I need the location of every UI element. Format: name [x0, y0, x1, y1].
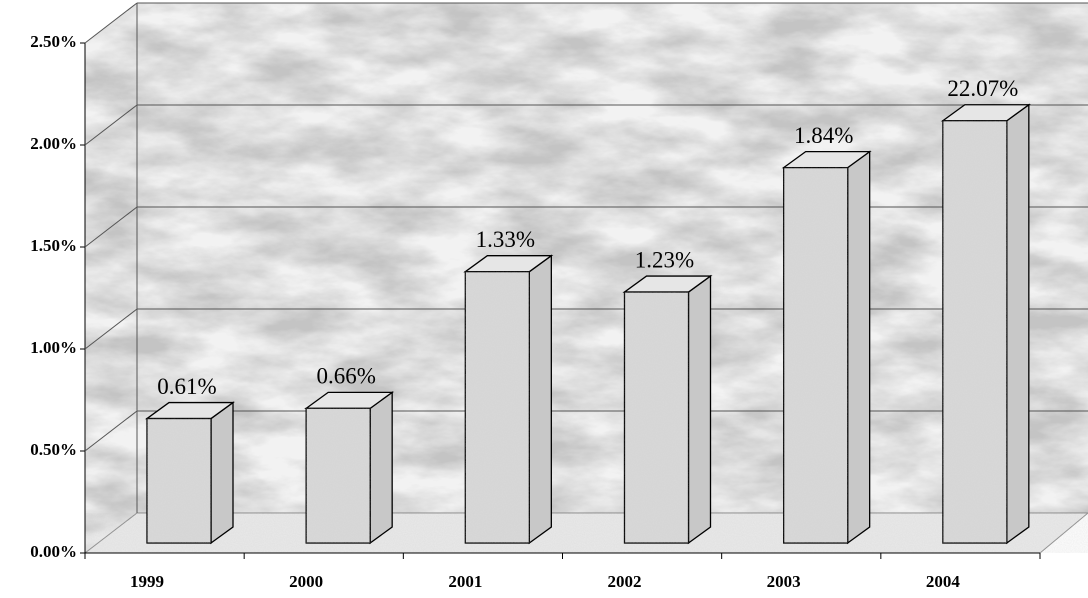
value-label: 1.23% — [635, 247, 694, 272]
value-label: 0.61% — [157, 374, 216, 399]
y-tick-label: 0.50% — [30, 440, 77, 459]
grid-line — [84, 410, 138, 452]
x-tick-label: 2002 — [608, 572, 642, 591]
value-label: 0.66% — [316, 364, 375, 389]
y-tick-label: 1.00% — [30, 338, 77, 357]
value-label: 22.07% — [947, 76, 1018, 101]
value-label: 1.33% — [476, 227, 535, 252]
y-tick-label: 2.50% — [30, 32, 77, 51]
grid-line — [84, 206, 138, 248]
y-tick-label: 0.00% — [30, 542, 77, 561]
bar-side — [847, 150, 871, 545]
value-label: 1.84% — [794, 123, 853, 148]
grid-line — [84, 2, 138, 44]
x-tick-label: 2001 — [448, 572, 482, 591]
x-tick-label: 1999 — [130, 572, 164, 591]
bar-side — [528, 254, 552, 545]
bar-texture — [306, 408, 371, 543]
grid-line — [84, 308, 138, 350]
bar-side — [687, 274, 712, 545]
bar-side — [1006, 103, 1030, 545]
x-tick-label: 2003 — [767, 572, 801, 591]
grid-line — [84, 104, 138, 146]
bar-texture — [147, 418, 211, 543]
bar-side — [210, 401, 234, 545]
marks: 0.00% 0.50% 1.00% 1.50% 2.00% 2.50% 1999 0.61% 2… — [30, 2, 1088, 591]
bar-side — [369, 391, 393, 545]
y-tick-label: 2.00% — [30, 134, 77, 153]
x-tick-label: 2004 — [926, 572, 961, 591]
floor-texture — [85, 513, 1088, 553]
bar-texture — [624, 292, 689, 543]
bar-texture — [465, 271, 530, 543]
bar-texture — [783, 167, 848, 543]
x-tick-label: 2000 — [289, 572, 323, 591]
bar-texture — [942, 120, 1007, 543]
y-tick-label: 1.50% — [30, 236, 77, 255]
